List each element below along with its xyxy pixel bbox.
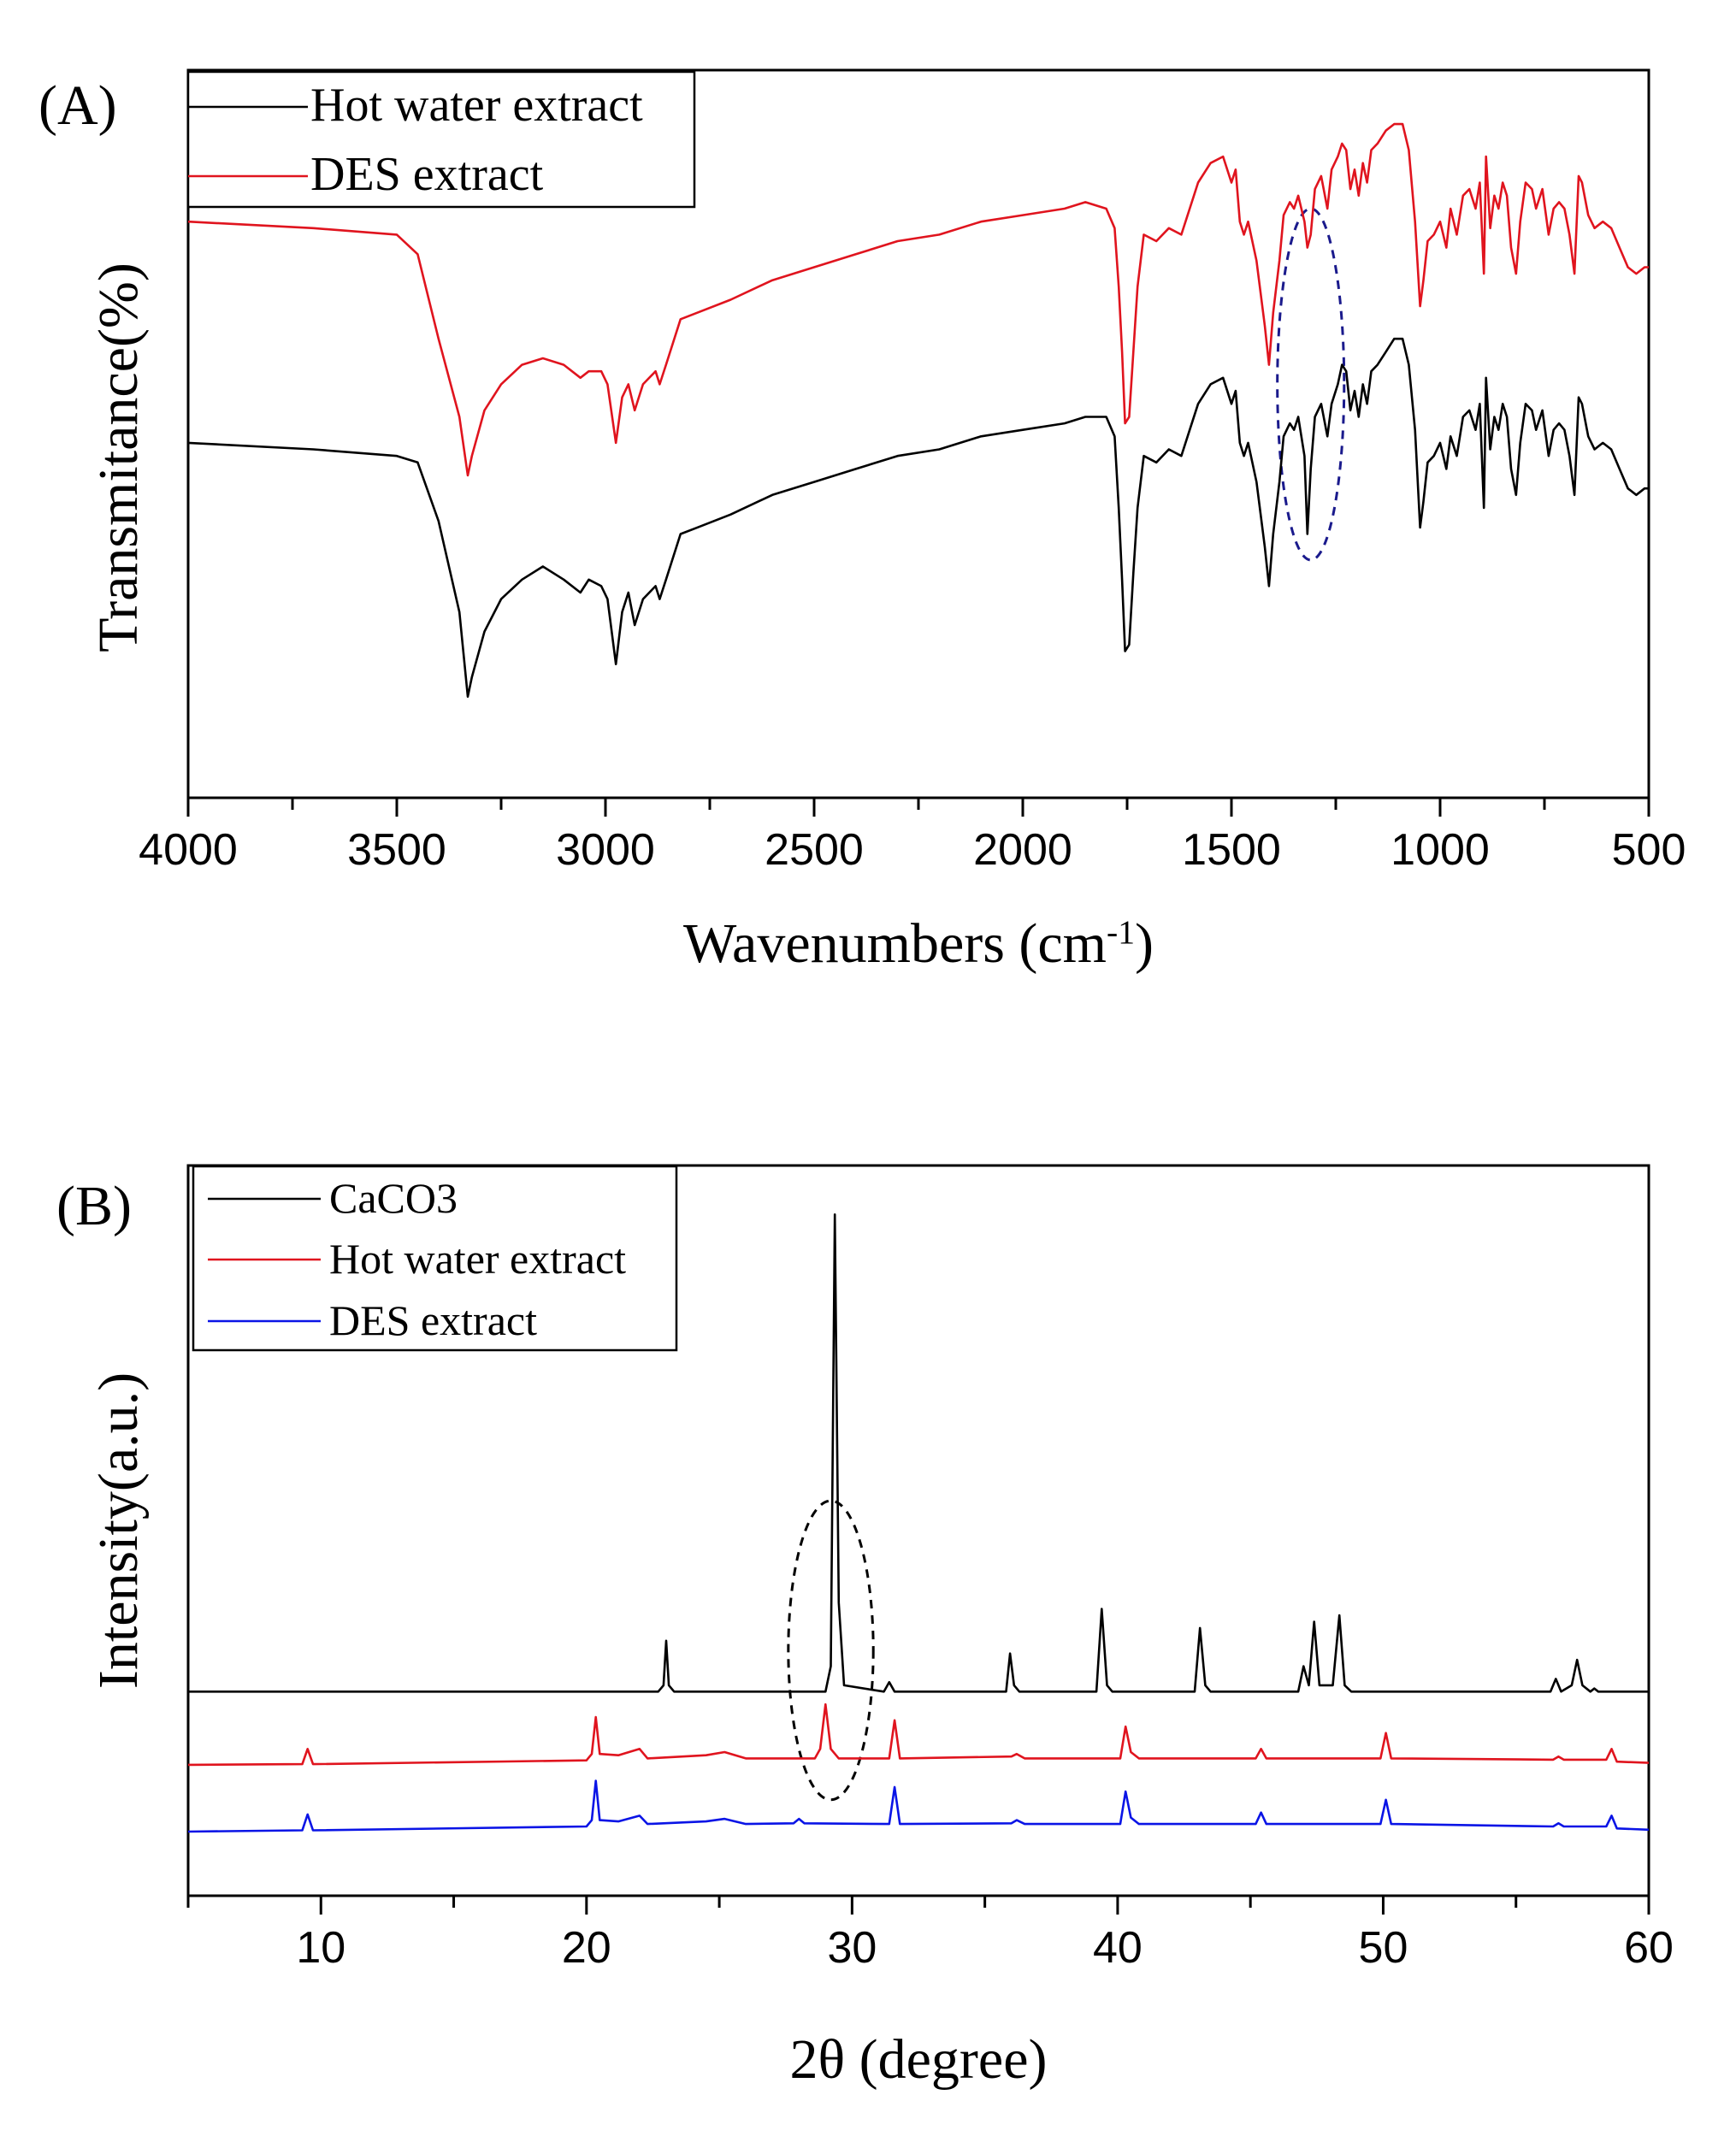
x-tick-label: 60: [1624, 1923, 1674, 1973]
x-tick-label: 40: [1093, 1923, 1143, 1973]
series-line-hot-water-extract: [187, 337, 1649, 698]
series-line-hot-water-extract: [187, 1702, 1650, 1767]
x-tick-label: 500: [1612, 825, 1686, 875]
x-tick-label: 50: [1359, 1923, 1408, 1973]
x-tick-label: 1500: [1182, 825, 1281, 875]
x-tick-label: 3000: [556, 825, 655, 875]
legend-entry: DES extract: [310, 148, 544, 201]
annotation-dashed-ellipse: [787, 1499, 875, 1802]
annotation-dashed-ellipse: [1276, 207, 1346, 562]
series-line-des-extract: [187, 1779, 1650, 1833]
legend-entry: Hot water extract: [310, 79, 643, 132]
chart-panel-b: 10 20 30 40 50 60 2θ (degree) Intensity(a.u.) (B…: [56, 1164, 1674, 2091]
x-tick-label: 30: [827, 1923, 877, 1973]
series-line-des-extract: [187, 122, 1649, 477]
x-tick-label: 2000: [973, 825, 1072, 875]
x-tick-label: 1000: [1391, 825, 1490, 875]
legend-entry: CaCO3: [329, 1174, 458, 1222]
chart-panel-a: 4000 3500 3000 2500 2000 1500 1000 500 Wavenumbe…: [38, 68, 1686, 975]
y-axis-label: Transmitance(%): [87, 263, 150, 652]
legend-box: [192, 1165, 678, 1352]
legend-entry: DES extract: [329, 1296, 537, 1344]
y-axis-label: Intensity(a.u.): [87, 1372, 150, 1689]
x-axis-label: Wavenumbers (cm-1): [683, 912, 1154, 975]
x-tick-label: 3500: [347, 825, 446, 875]
x-tick-label: 10: [296, 1923, 345, 1973]
series-line-caco3: [188, 1213, 1649, 1693]
legend-box: [186, 70, 696, 209]
x-tick-label: 2500: [765, 825, 864, 875]
x-tick-label: 20: [562, 1923, 611, 1973]
plot-frame: [186, 1164, 1650, 1897]
x-tick-label: 4000: [139, 825, 238, 875]
x-axis-label: 2θ (degree): [790, 2028, 1048, 2091]
legend-entry: Hot water extract: [329, 1235, 626, 1283]
panel-label: (B): [56, 1175, 132, 1237]
panel-label: (A): [38, 74, 117, 137]
